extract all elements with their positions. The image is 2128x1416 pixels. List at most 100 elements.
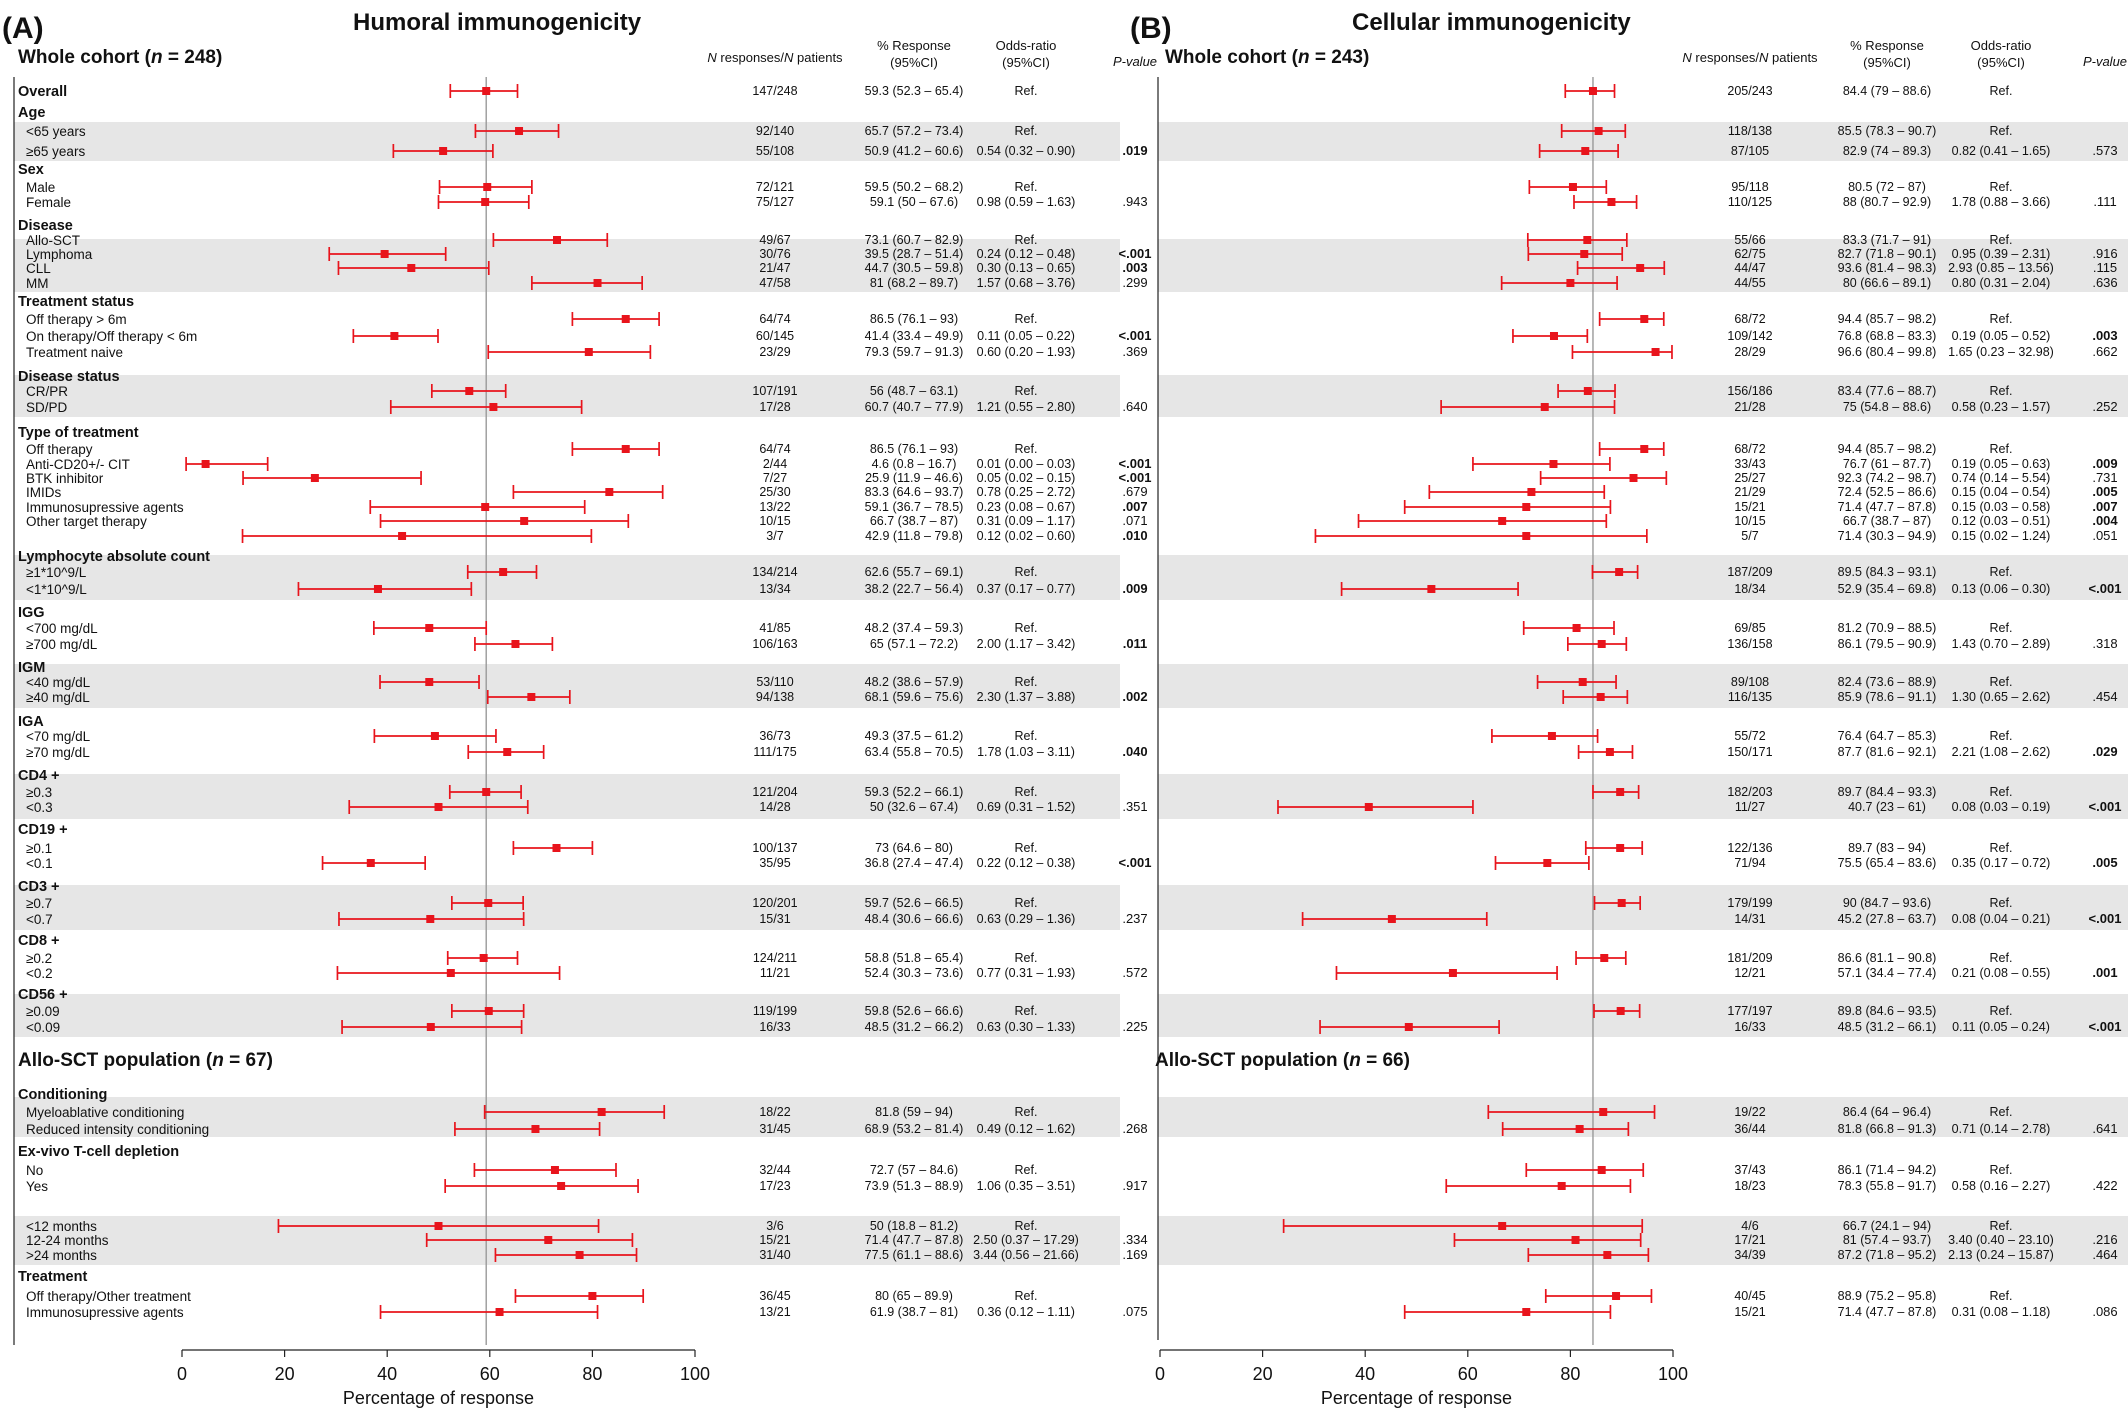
response-ci: 57.1 (34.4 – 77.4): [1838, 966, 1937, 980]
n-responses: 106/163: [752, 637, 797, 651]
p-value: .169: [1122, 1247, 1147, 1262]
response-ci: 96.6 (80.4 – 99.8): [1838, 345, 1937, 359]
response-ci: 66.7 (38.7 – 87): [1843, 514, 1931, 528]
point-estimate: [481, 503, 490, 511]
response-ci: 49.3 (37.5 – 61.2): [865, 729, 964, 743]
point-estimate: [1566, 279, 1575, 287]
row-label: ≥0.09: [26, 1004, 60, 1019]
odds-ratio: 0.54 (0.32 – 0.90): [977, 144, 1076, 158]
odds-ratio: Ref.: [1990, 1105, 2013, 1119]
row-stripe: [14, 994, 1120, 1037]
column-header-p-value: P-value: [1113, 54, 1157, 69]
row-label: 12-24 months: [26, 1233, 109, 1248]
row-label: Male: [26, 180, 55, 195]
response-ci: 65.7 (57.2 – 73.4): [865, 124, 964, 138]
point-estimate: [588, 1292, 597, 1300]
n-responses: 68/72: [1734, 312, 1765, 326]
point-estimate: [495, 1308, 504, 1316]
odds-ratio: 0.58 (0.23 – 1.57): [1952, 400, 2051, 414]
odds-ratio: 0.37 (0.17 – 0.77): [977, 582, 1076, 596]
p-value: .334: [1122, 1232, 1147, 1247]
odds-ratio: Ref.: [1990, 233, 2013, 247]
x-tick-label: 80: [582, 1364, 602, 1384]
point-estimate: [1588, 87, 1597, 95]
n-responses: 136/158: [1727, 637, 1772, 651]
row-label: BTK inhibitor: [26, 471, 104, 486]
row-label: <700 mg/dL: [26, 621, 98, 636]
point-estimate: [575, 1251, 584, 1259]
row-label: <65 years: [26, 124, 86, 139]
odds-ratio: Ref.: [1015, 312, 1038, 326]
n-responses: 40/45: [1734, 1289, 1765, 1303]
response-ci: 81 (57.4 – 93.7): [1843, 1233, 1931, 1247]
point-estimate: [430, 732, 439, 740]
response-ci: 86.5 (76.1 – 93): [870, 442, 958, 456]
point-estimate: [1387, 915, 1396, 923]
p-value: .111: [2093, 194, 2116, 209]
response-ci: 80 (66.6 – 89.1): [1843, 276, 1931, 290]
group-label: IGA: [18, 714, 44, 730]
n-responses: 31/40: [759, 1248, 790, 1262]
p-value: .011: [1123, 636, 1148, 651]
n-responses: 3/6: [766, 1219, 783, 1233]
column-header-n: N responses/N patients: [1682, 50, 1818, 65]
point-estimate: [593, 279, 602, 287]
n-responses: 64/74: [759, 312, 790, 326]
row-stripe: [1158, 774, 2128, 819]
n-responses: 55/66: [1734, 233, 1765, 247]
response-ci: 78.3 (55.8 – 91.7): [1838, 1179, 1937, 1193]
column-header-odds-ratio: (95%CI): [1002, 55, 1050, 70]
odds-ratio: Ref.: [1015, 233, 1038, 247]
p-value: .086: [2092, 1304, 2117, 1319]
n-responses: 16/33: [759, 1020, 790, 1034]
n-responses: 4/6: [1741, 1219, 1758, 1233]
x-tick-label: 60: [1458, 1364, 1478, 1384]
odds-ratio: Ref.: [1015, 84, 1038, 98]
row-label: ≥0.7: [26, 896, 52, 911]
group-label: CD8 +: [18, 933, 60, 949]
point-estimate: [515, 127, 524, 135]
point-estimate: [1617, 899, 1626, 907]
p-value: .237: [1122, 911, 1147, 926]
point-estimate: [1498, 517, 1507, 525]
n-responses: 13/22: [759, 500, 790, 514]
n-responses: 21/47: [759, 261, 790, 275]
response-ci: 86.5 (76.1 – 93): [870, 312, 958, 326]
point-estimate: [484, 899, 493, 907]
odds-ratio: 2.50 (0.37 – 17.29): [973, 1233, 1079, 1247]
response-ci: 59.5 (50.2 – 68.2): [865, 180, 964, 194]
odds-ratio: 0.36 (0.12 – 1.11): [977, 1305, 1075, 1319]
point-estimate: [1522, 532, 1531, 540]
n-responses: 18/23: [1734, 1179, 1765, 1193]
n-responses: 21/28: [1734, 400, 1765, 414]
n-responses: 55/108: [756, 144, 794, 158]
row-label: <0.1: [26, 856, 53, 871]
row-label: Off therapy/Other treatment: [26, 1289, 191, 1304]
n-responses: 122/136: [1727, 841, 1772, 855]
panel-title: Humoral immunogenicity: [353, 9, 642, 36]
n-responses: 36/73: [759, 729, 790, 743]
response-ci: 76.7 (61 – 87.7): [1843, 457, 1931, 471]
row-label: ≥65 years: [26, 144, 85, 159]
p-value: .573: [2092, 143, 2117, 158]
row-label: ≥70 mg/dL: [26, 745, 90, 760]
cohort-header: Whole cohort (n = 248): [18, 47, 222, 68]
point-estimate: [482, 788, 491, 796]
n-responses: 134/214: [752, 565, 797, 579]
row-label: Yes: [26, 1179, 48, 1194]
odds-ratio: Ref.: [1990, 1219, 2013, 1233]
n-responses: 17/28: [759, 400, 790, 414]
point-estimate: [520, 517, 529, 525]
p-value: .640: [1122, 399, 1147, 414]
x-tick-label: 80: [1560, 1364, 1580, 1384]
response-ci: 72.7 (57 – 84.6): [870, 1163, 958, 1177]
point-estimate: [1597, 1166, 1606, 1174]
odds-ratio: 3.44 (0.56 – 21.66): [973, 1248, 1079, 1262]
row-label: ≥0.2: [26, 951, 52, 966]
n-responses: 25/27: [1734, 471, 1765, 485]
odds-ratio: Ref.: [1990, 729, 2013, 743]
n-responses: 179/199: [1727, 896, 1772, 910]
n-responses: 72/121: [756, 180, 794, 194]
p-value: .268: [1122, 1121, 1147, 1136]
